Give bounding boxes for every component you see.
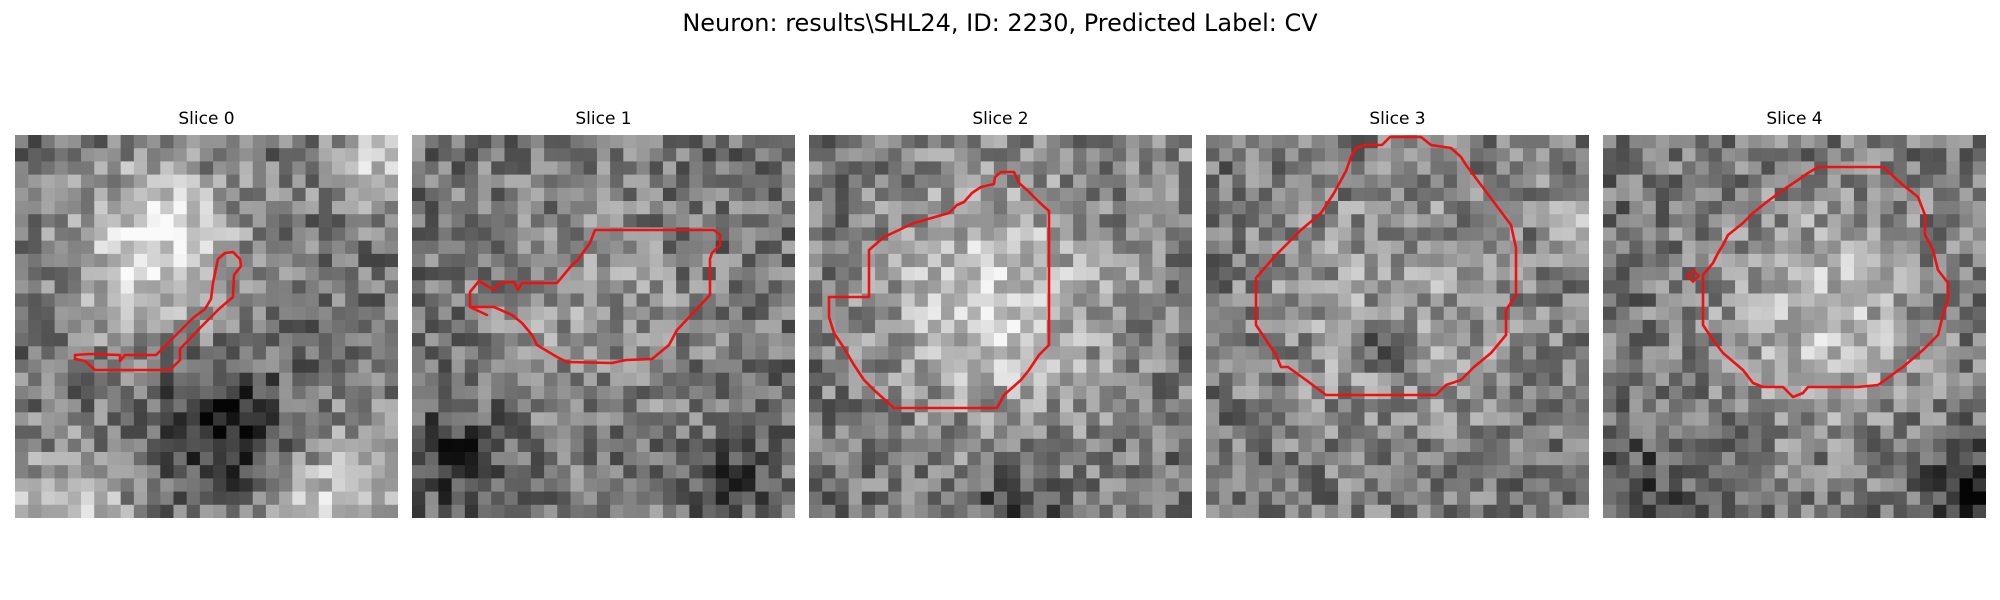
neuron-contour <box>73 250 243 372</box>
slice-panel-4: Slice 4 <box>1603 108 1986 518</box>
slice-panel-3: Slice 3 <box>1206 108 1589 518</box>
grayscale-pixel-grid <box>15 135 398 518</box>
grayscale-pixel-grid <box>809 135 1192 518</box>
contour-artifact <box>1685 268 1701 284</box>
slice-image <box>1603 135 1986 518</box>
figure-title: Neuron: results\SHL24, ID: 2230, Predict… <box>682 9 1318 37</box>
grayscale-pixel-grid <box>1206 135 1589 518</box>
grayscale-pixel-grid <box>412 135 795 518</box>
slice-image <box>412 135 795 518</box>
slice-title: Slice 0 <box>178 109 235 129</box>
slice-panel-2: Slice 2 <box>809 108 1192 518</box>
grayscale-pixel-grid <box>1603 135 1986 518</box>
neuron-contour <box>827 170 1051 410</box>
slice-title: Slice 2 <box>972 109 1029 129</box>
slice-image <box>15 135 398 518</box>
neuron-contour <box>468 228 722 365</box>
slice-panel-1: Slice 1 <box>412 108 795 518</box>
slice-title: Slice 3 <box>1369 109 1426 129</box>
slice-title: Slice 4 <box>1766 109 1823 129</box>
slice-image <box>1206 135 1589 518</box>
neuron-contour <box>1701 165 1950 399</box>
slice-image <box>809 135 1192 518</box>
neuron-contour <box>1254 135 1518 397</box>
slice-title: Slice 1 <box>575 109 632 129</box>
slice-panel-0: Slice 0 <box>15 108 398 518</box>
